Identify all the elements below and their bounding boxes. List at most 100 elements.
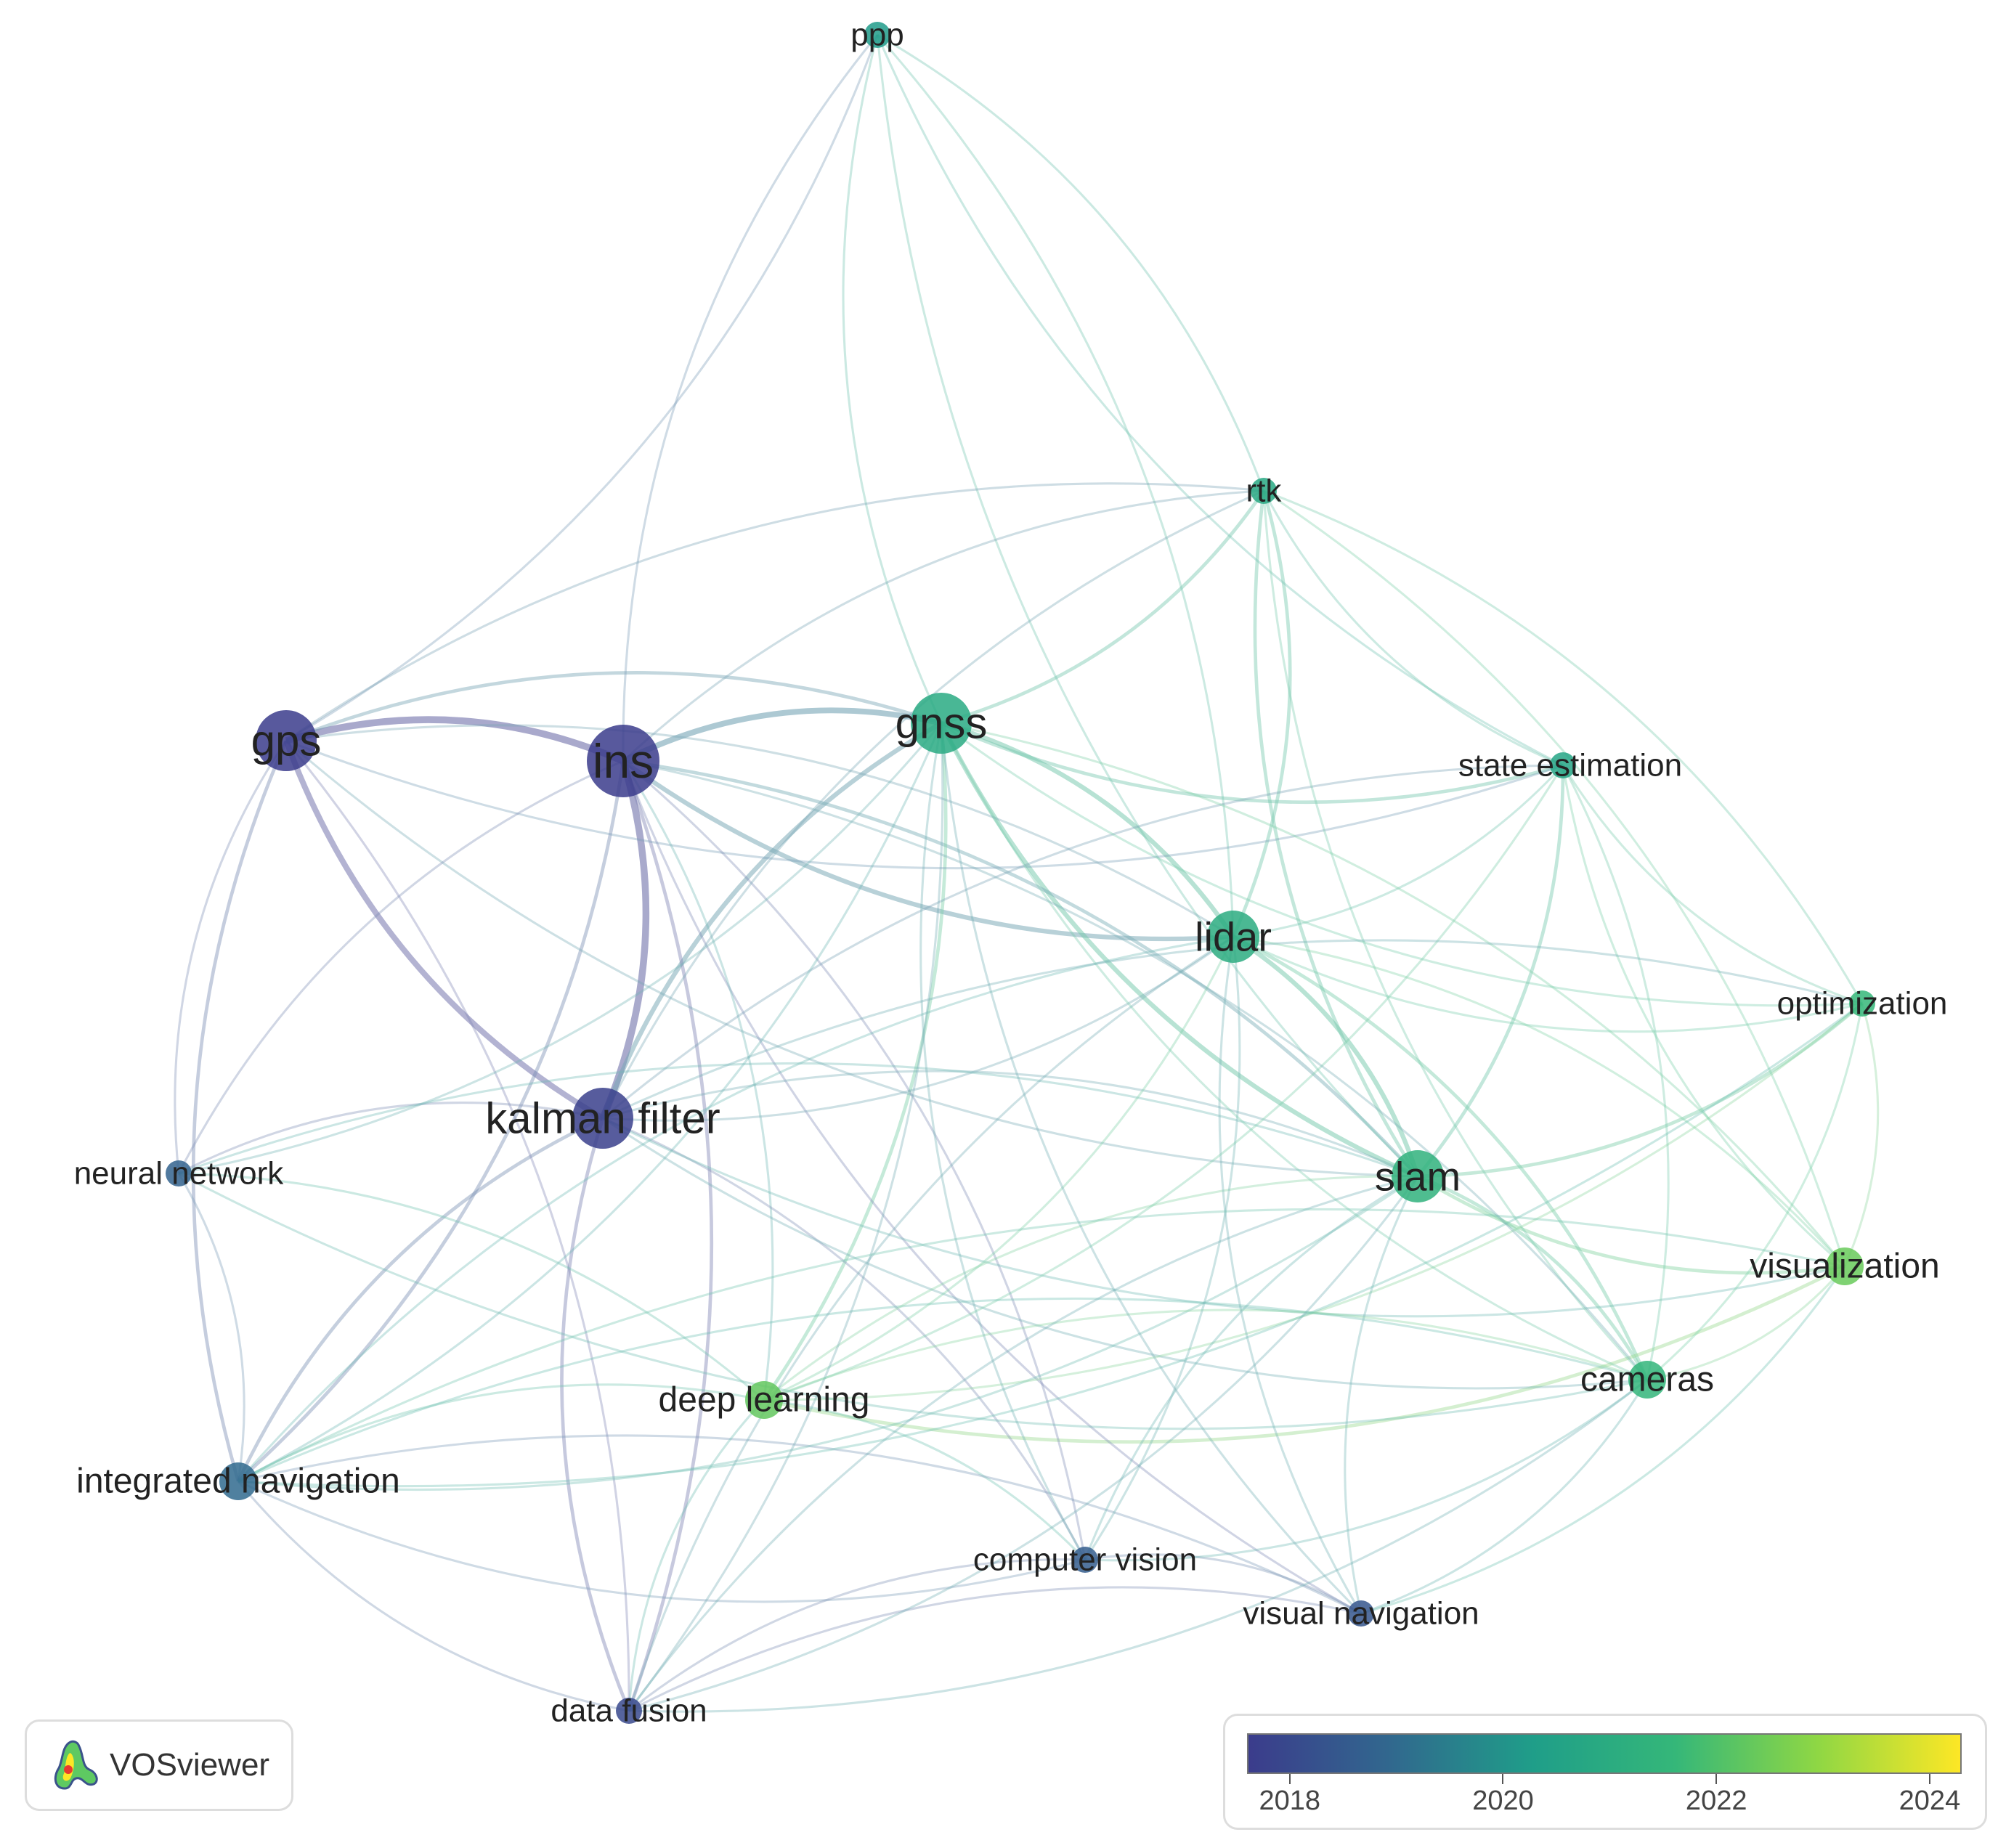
link-slam-data-fusion (628, 1176, 1419, 1712)
node-rtk[interactable] (1251, 478, 1277, 504)
link-kalman-filter-computer-vision (602, 1117, 1087, 1560)
labels-layer: ppp rtk gps ins gnss state estimation lidar opt… (74, 17, 1948, 1729)
node-gps[interactable] (256, 710, 317, 771)
link-slam-optimization (1417, 1002, 1864, 1179)
node-lidar[interactable] (1207, 911, 1259, 963)
link-gps-neural-network (174, 740, 288, 1174)
link-data-fusion-lidar (628, 935, 1234, 1711)
node-deep-learning[interactable] (745, 1381, 783, 1419)
link-state-estimation-lidar (1232, 764, 1564, 938)
year-colorbar (1247, 1733, 1962, 1774)
node-visualization[interactable] (1826, 1247, 1864, 1285)
link-deep-learning-data-fusion (628, 1399, 766, 1711)
link-neural-network-slam (178, 1062, 1418, 1178)
node-gnss[interactable] (911, 693, 972, 754)
link-computer-vision-data-fusion (628, 1558, 1086, 1712)
node-label-optimization[interactable]: optimization (1777, 986, 1948, 1022)
link-rtk-kalman-filter (601, 489, 1264, 1119)
link-deep-learning-cameras (763, 1308, 1648, 1401)
colorbar-tick (1715, 1774, 1718, 1784)
link-computer-vision-lidar (1084, 936, 1241, 1560)
node-label-ins[interactable]: ins (593, 734, 654, 788)
link-deep-learning-slam (763, 1175, 1418, 1401)
node-label-neural-network[interactable]: neural network (74, 1156, 285, 1192)
link-ppp-gnss (842, 34, 943, 724)
link-lidar-optimization (1232, 935, 1863, 1033)
link-ins-gps (285, 716, 625, 765)
link-visual-navigation-cameras (1360, 1379, 1649, 1615)
link-computer-vision-visual-navigation (1084, 1553, 1362, 1615)
colorbar-tick (1928, 1774, 1930, 1784)
node-label-gps[interactable]: gps (251, 717, 322, 765)
link-cameras-ins (622, 760, 1649, 1380)
node-label-computer-vision[interactable]: computer vision (973, 1542, 1197, 1578)
link-kalman-filter-state-estimation (602, 764, 1564, 1120)
link-lidar-slam (1232, 935, 1420, 1177)
link-deep-learning-computer-vision (763, 1399, 1087, 1561)
node-label-visualization[interactable]: visualization (1750, 1247, 1939, 1286)
node-optimization[interactable] (1849, 990, 1875, 1017)
node-slam[interactable] (1392, 1150, 1444, 1202)
node-computer-vision[interactable] (1072, 1547, 1098, 1573)
link-neural-network-deep-learning (178, 1172, 766, 1401)
node-label-state-estimation[interactable]: state estimation (1458, 748, 1682, 783)
link-neural-network-integrated-navigation (177, 1173, 245, 1482)
node-label-kalman-filter[interactable]: kalman filter (485, 1094, 720, 1143)
link-deep-learning-optimization (763, 1002, 1863, 1401)
node-neural-network[interactable] (166, 1160, 192, 1186)
node-ppp[interactable] (864, 22, 890, 48)
node-label-data-fusion[interactable]: data fusion (551, 1693, 707, 1729)
link-integrated-navigation-deep-learning (237, 1383, 765, 1483)
link-computer-vision-slam (1084, 1175, 1418, 1560)
colorbar-tick (1502, 1774, 1504, 1784)
node-label-rtk[interactable]: rtk (1246, 473, 1283, 509)
node-label-cameras[interactable]: cameras (1580, 1361, 1714, 1399)
node-label-ppp[interactable]: ppp (850, 17, 903, 53)
link-cameras-visualization (1646, 1265, 1846, 1381)
vosviewer-logo: VOSviewer (25, 1719, 293, 1811)
node-label-lidar[interactable]: lidar (1195, 914, 1272, 960)
link-ins-slam (622, 759, 1419, 1178)
link-gps-lidar (285, 724, 1234, 938)
link-lidar-cameras (1232, 935, 1649, 1380)
node-label-gnss[interactable]: gnss (896, 699, 988, 748)
link-gnss-deep-learning (763, 722, 948, 1401)
link-deep-learning-visualization (763, 1264, 1846, 1444)
link-integrated-navigation-slam (237, 1175, 1418, 1491)
link-ins-integrated-navigation (237, 760, 625, 1483)
link-visual-navigation-lidar (1218, 936, 1363, 1614)
link-rtk-optimization (1263, 489, 1864, 1004)
link-rtk-state-estimation (1262, 490, 1564, 767)
link-gps-state-estimation (285, 739, 1564, 870)
link-rtk-lidar (1231, 490, 1292, 937)
node-integrated-navigation[interactable] (219, 1462, 257, 1500)
node-state-estimation[interactable] (1550, 752, 1576, 778)
link-gnss-cameras (940, 722, 1648, 1381)
link-visualization-integrated-navigation (237, 1208, 1845, 1483)
link-gnss-lidar (941, 720, 1235, 938)
node-cameras[interactable] (1628, 1361, 1666, 1399)
node-visual-navigation[interactable] (1348, 1600, 1374, 1627)
node-data-fusion[interactable] (616, 1698, 642, 1724)
link-integrated-navigation-computer-vision (237, 1480, 1086, 1603)
link-ppp-rtk (877, 33, 1265, 492)
link-ins-computer-vision (622, 760, 1087, 1560)
link-rtk-visualization (1263, 489, 1846, 1267)
node-kalman-filter[interactable] (572, 1088, 633, 1149)
link-state-estimation-slam (1416, 765, 1565, 1178)
link-data-fusion-cameras (628, 1378, 1648, 1713)
node-label-slam[interactable]: slam (1375, 1154, 1461, 1200)
link-kalman-filter-lidar (602, 935, 1234, 1122)
link-ins-neural-network (177, 760, 624, 1174)
link-slam-cameras (1417, 1174, 1649, 1381)
vosviewer-logo-icon (54, 1740, 98, 1790)
link-state-estimation-cameras (1562, 765, 1670, 1380)
node-label-visual-navigation[interactable]: visual navigation (1243, 1596, 1479, 1632)
node-label-deep-learning[interactable]: deep learning (659, 1381, 870, 1420)
link-ins-visual-navigation (622, 760, 1362, 1615)
nodes-layer (166, 22, 1875, 1724)
node-label-integrated-navigation[interactable]: integrated navigation (76, 1462, 400, 1501)
node-ins[interactable] (587, 725, 659, 797)
links-layer (174, 33, 1880, 1713)
colorbar-tick-label: 2020 (1472, 1786, 1534, 1816)
